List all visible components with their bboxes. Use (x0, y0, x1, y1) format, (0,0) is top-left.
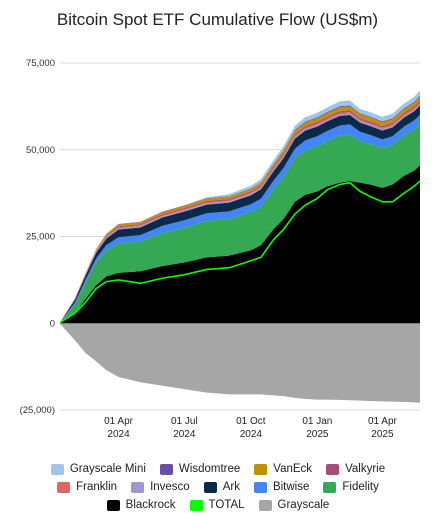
legend-item: VanEck (254, 463, 312, 475)
y-tick-label: 0 (50, 318, 55, 329)
legend-swatch (258, 499, 272, 511)
y-axis-ticks: 75,000 50,000 25,000 0 (25,000) (20, 58, 55, 416)
legend-label: TOTAL (208, 499, 245, 511)
x-tick-label: 01 Jan (302, 416, 332, 427)
legend-row: Blackrock TOTAL Grayscale (18, 496, 418, 514)
area-fidelity (60, 124, 420, 323)
y-tick-label: 75,000 (26, 58, 55, 69)
legend-item: Bitwise (253, 481, 310, 493)
x-axis-ticks: 01 Apr 2024 01 Jul 2024 01 Oct 2024 01 Jan 2025… (104, 416, 397, 440)
legend-label: VanEck (273, 463, 313, 475)
x-tick-label: 01 Oct (236, 416, 266, 427)
legend-row: Franklin Invesco Ark Bitwise Fidelity (18, 478, 418, 496)
legend-label: Fidelity (342, 481, 379, 493)
legend: Grayscale Mini Wisdomtree VanEck Valkyrie Fr… (18, 460, 418, 514)
legend-row: Grayscale Mini Wisdomtree VanEck Valkyrie (18, 460, 418, 478)
legend-swatch (189, 499, 203, 511)
x-tick-label: 01 Apr (104, 416, 134, 427)
area-blackrock (60, 165, 420, 324)
legend-label: Invesco (150, 481, 190, 493)
legend-label: Blackrock (125, 499, 176, 511)
legend-item: Grayscale (258, 499, 330, 511)
legend-swatch (326, 463, 340, 475)
legend-label: Franklin (76, 481, 118, 493)
legend-item: TOTAL (189, 499, 245, 511)
chart-title: Bitcoin Spot ETF Cumulative Flow (US$m) (56, 10, 379, 29)
legend-swatch (253, 481, 267, 493)
y-tick-label: 50,000 (26, 145, 55, 156)
legend-swatch (159, 463, 173, 475)
legend-swatch (254, 463, 268, 475)
total-line (59, 180, 421, 324)
legend-item: Invesco (131, 481, 190, 493)
total-line-layer (59, 180, 421, 324)
legend-swatch (131, 481, 145, 493)
y-tick-label: 25,000 (26, 232, 55, 243)
legend-item: Blackrock (106, 499, 176, 511)
legend-swatch (57, 481, 71, 493)
legend-swatch (323, 481, 337, 493)
x-tick-label: 01 Apr (368, 416, 398, 427)
area-grayscale (60, 323, 420, 403)
x-tick-year-label: 2025 (371, 429, 394, 440)
legend-swatch (203, 481, 217, 493)
x-tick-year-label: 2024 (173, 429, 196, 440)
y-tick-label: (25,000) (20, 405, 55, 416)
legend-label: Wisdomtree (178, 463, 241, 475)
legend-swatch (106, 499, 120, 511)
legend-label: Grayscale (277, 499, 330, 511)
legend-label: Ark (222, 481, 240, 493)
legend-item: Franklin (57, 481, 117, 493)
legend-swatch (50, 463, 64, 475)
legend-item: Ark (203, 481, 240, 493)
legend-item: Wisdomtree (159, 463, 241, 475)
legend-label: Valkyrie (345, 463, 386, 475)
x-tick-year-label: 2024 (240, 429, 263, 440)
legend-item: Grayscale Mini (50, 463, 146, 475)
legend-item: Valkyrie (326, 463, 385, 475)
x-tick-year-label: 2024 (107, 429, 130, 440)
stacked-areas (60, 90, 420, 403)
x-tick-label: 01 Jul (171, 416, 198, 427)
x-tick-year-label: 2025 (306, 429, 329, 440)
legend-label: Bitwise (272, 481, 310, 493)
legend-label: Grayscale Mini (69, 463, 146, 475)
legend-item: Fidelity (323, 481, 379, 493)
